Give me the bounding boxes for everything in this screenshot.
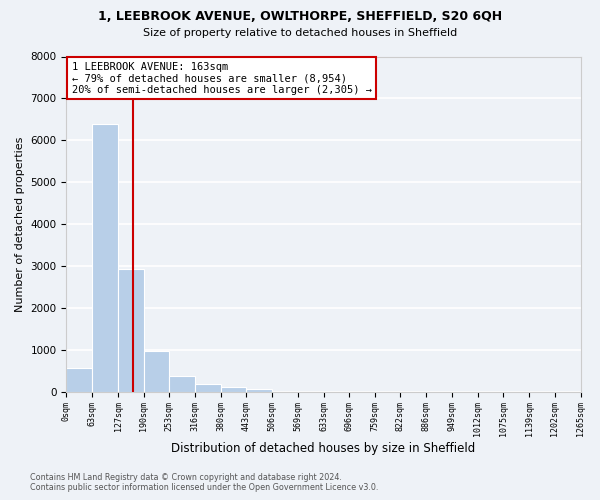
Bar bbox=[92, 124, 118, 392]
X-axis label: Distribution of detached houses by size in Sheffield: Distribution of detached houses by size … bbox=[172, 442, 476, 455]
Text: 1 LEEBROOK AVENUE: 163sqm
← 79% of detached houses are smaller (8,954)
20% of se: 1 LEEBROOK AVENUE: 163sqm ← 79% of detac… bbox=[71, 62, 371, 94]
Y-axis label: Number of detached properties: Number of detached properties bbox=[15, 136, 25, 312]
Text: Contains HM Land Registry data © Crown copyright and database right 2024.
Contai: Contains HM Land Registry data © Crown c… bbox=[30, 473, 379, 492]
Bar bbox=[221, 387, 247, 392]
Bar bbox=[247, 389, 272, 392]
Bar bbox=[67, 368, 92, 392]
Bar bbox=[118, 269, 143, 392]
Bar bbox=[195, 384, 221, 392]
Bar bbox=[143, 350, 169, 392]
Text: 1, LEEBROOK AVENUE, OWLTHORPE, SHEFFIELD, S20 6QH: 1, LEEBROOK AVENUE, OWLTHORPE, SHEFFIELD… bbox=[98, 10, 502, 23]
Text: Size of property relative to detached houses in Sheffield: Size of property relative to detached ho… bbox=[143, 28, 457, 38]
Bar bbox=[169, 376, 195, 392]
